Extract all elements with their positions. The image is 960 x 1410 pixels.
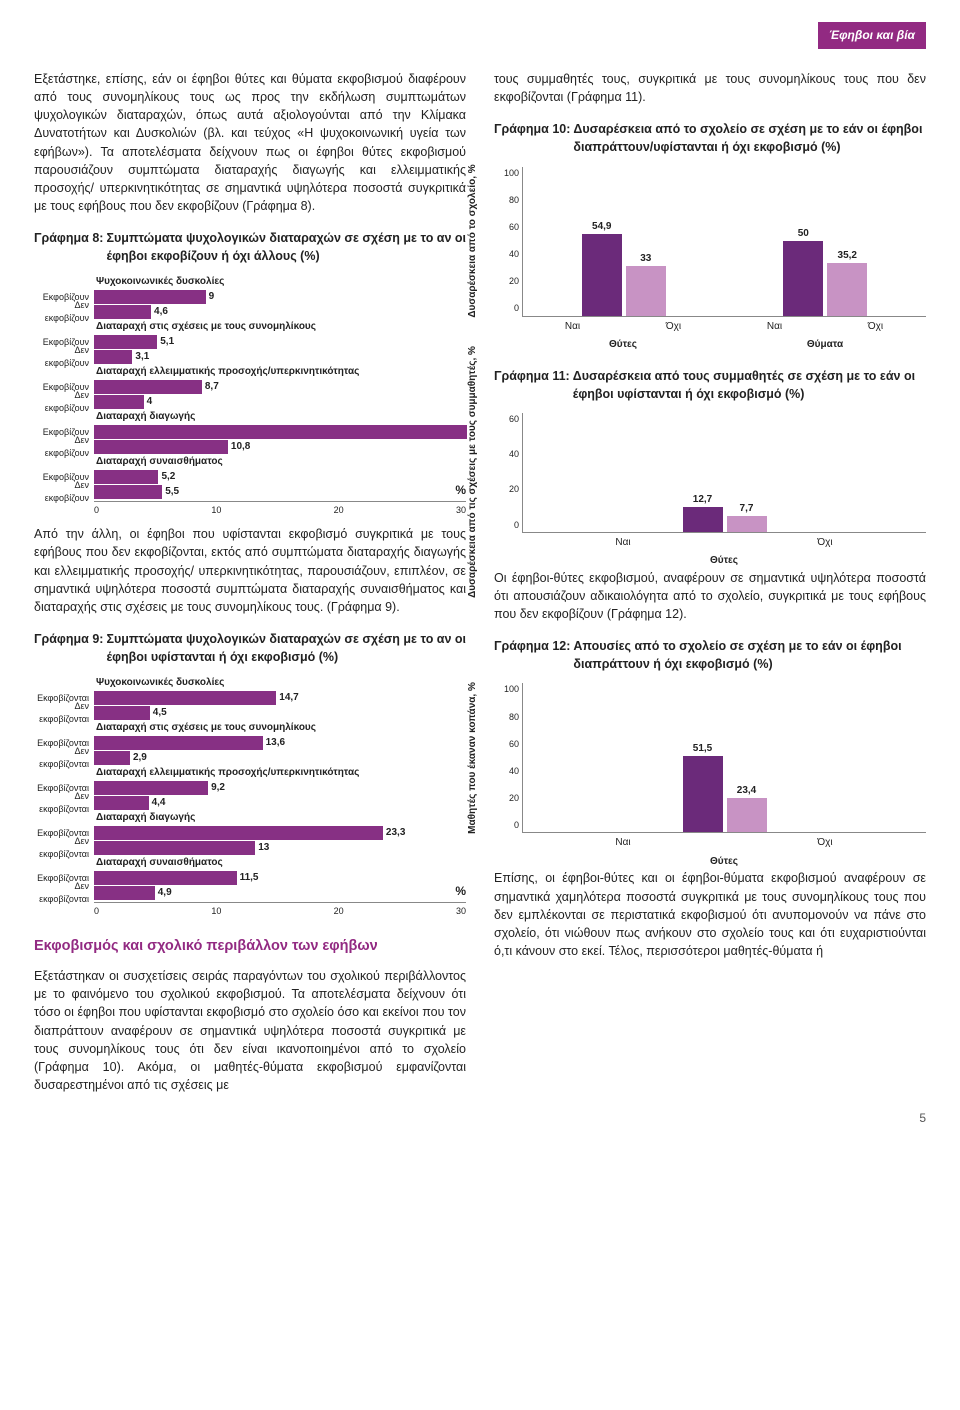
right-para-2: Οι έφηβοι-θύτες εκφοβισμού, αναφέρουν σε…	[494, 569, 926, 623]
left-para-2: Από την άλλη, οι έφηβοι που υφίστανται ε…	[34, 525, 466, 616]
header-tab: Έφηβοι και βία	[818, 22, 926, 49]
chart12: Μαθητές που έκαναν κοπάνα, %100806040200…	[494, 683, 926, 869]
right-para-1: τους συμμαθητές τους, συγκριτικά με τους…	[494, 70, 926, 106]
chart8-title: Γράφημα 8: Συμπτώματα ψυχολογικών διαταρ…	[34, 229, 466, 265]
chart9: Ψυχοκοινωνικές δυσκολίεςΕκφοβίζονται14,7…	[34, 676, 466, 918]
page-number: 5	[34, 1110, 926, 1127]
left-para-1: Εξετάστηκε, επίσης, εάν οι έφηβοι θύτες …	[34, 70, 466, 215]
chart10-title: Γράφημα 10: Δυσαρέσκεια από το σχολείο σ…	[494, 120, 926, 156]
chart11-title: Γράφημα 11: Δυσαρέσκεια από τους συμμαθη…	[494, 367, 926, 403]
right-column: τους συμμαθητές τους, συγκριτικά με τους…	[494, 70, 926, 1104]
chart9-title: Γράφημα 9: Συμπτώματα ψυχολογικών διαταρ…	[34, 630, 466, 666]
left-column: Εξετάστηκε, επίσης, εάν οι έφηβοι θύτες …	[34, 70, 466, 1104]
chart12-title: Γράφημα 12: Απουσίες από το σχολείο σε σ…	[494, 637, 926, 673]
chart8: Ψυχοκοινωνικές δυσκολίεςΕκφοβίζουν9Δεν ε…	[34, 275, 466, 517]
chart11: Δυσαρέσκεια από τις σχέσεις με τους συμμ…	[494, 413, 926, 569]
chart10: Δυσαρέσκεια από το σχολείο, %10080604020…	[494, 167, 926, 353]
section-heading: Εκφοβισμός και σχολικό περιβάλλον των εφ…	[34, 936, 466, 957]
left-para-3: Εξετάστηκαν οι συσχετίσεις σειράς παραγό…	[34, 967, 466, 1094]
right-para-3: Επίσης, οι έφηβοι-θύτες και οι έφηβοι-θύ…	[494, 869, 926, 960]
